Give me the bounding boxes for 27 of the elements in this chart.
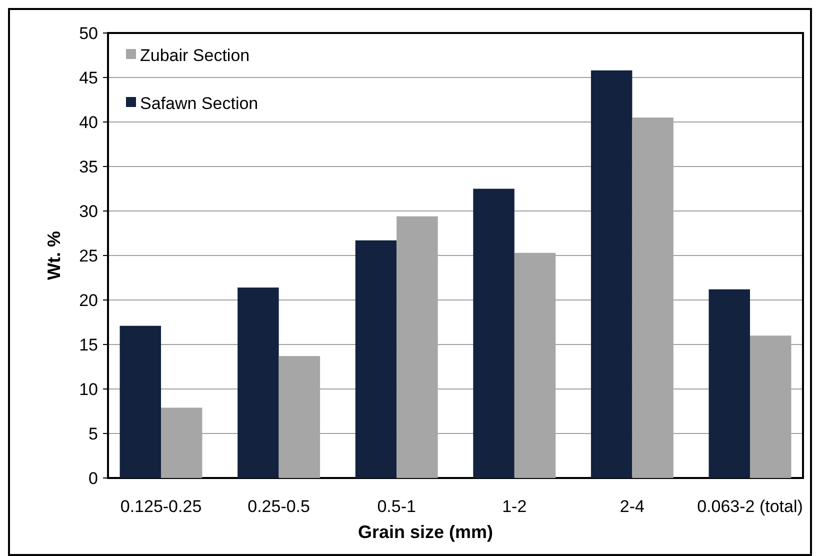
bar xyxy=(120,326,162,478)
x-tick-label: 0.125-0.25 xyxy=(120,497,202,516)
x-tick-label: 2-4 xyxy=(620,497,644,516)
bar xyxy=(473,188,514,478)
y-tick-label: 40 xyxy=(79,112,98,132)
x-tick-label: 0.25-0.5 xyxy=(248,497,310,516)
bar xyxy=(238,288,279,478)
x-tick-label: 0.5-1 xyxy=(377,497,416,516)
y-tick-label: 15 xyxy=(79,335,98,354)
y-tick-label: 30 xyxy=(79,202,98,221)
bar xyxy=(590,70,632,478)
bar xyxy=(708,289,750,478)
y-tick-label: 20 xyxy=(79,290,98,310)
y-tick-label: 50 xyxy=(79,24,98,43)
y-tick-label: 45 xyxy=(79,68,98,88)
legend-label: Safawn Section xyxy=(140,94,258,113)
x-tick-label: 1-2 xyxy=(502,497,527,516)
y-axis-title: Wt. % xyxy=(44,231,64,280)
x-axis-title: Grain size (mm) xyxy=(358,522,494,542)
bar xyxy=(355,240,397,478)
y-tick-label: 35 xyxy=(79,157,98,176)
y-tick-label: 0 xyxy=(88,468,98,488)
y-tick-label: 5 xyxy=(88,424,98,444)
legend-label: Zubair Section xyxy=(140,46,250,65)
y-tick-label: 10 xyxy=(79,380,98,399)
y-tick-label: 25 xyxy=(79,246,98,266)
x-tick-label: 0.063-2 (total) xyxy=(697,497,803,516)
